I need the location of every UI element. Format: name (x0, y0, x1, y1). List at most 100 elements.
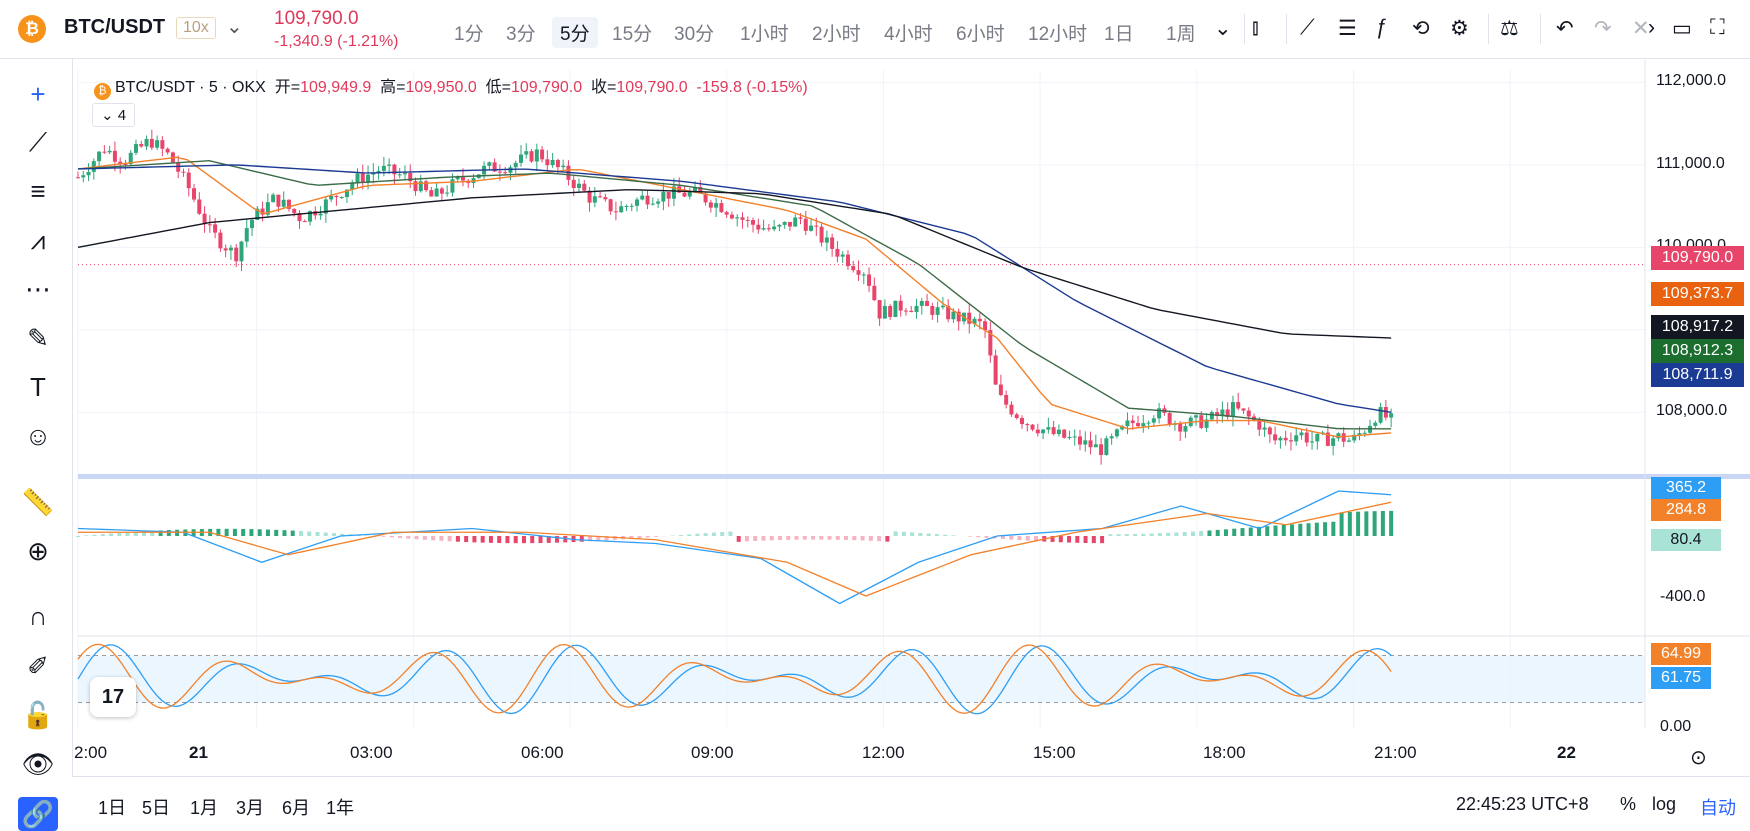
candle-body (930, 306, 934, 315)
candle-body (192, 188, 196, 199)
range-button[interactable]: 5日 (142, 794, 170, 820)
candle-body (635, 199, 639, 205)
macd-histogram-bar (291, 531, 295, 536)
candle-body (1373, 423, 1377, 426)
candle-body (440, 188, 444, 193)
candle-body (429, 190, 433, 196)
candle-body (181, 172, 185, 173)
candle-body (387, 165, 391, 166)
candle-body (893, 301, 897, 317)
macd-histogram-bar (497, 536, 501, 543)
macd-histogram-bar (1092, 536, 1096, 543)
macd-histogram-bar (852, 536, 856, 540)
candle-body (1294, 435, 1298, 441)
macd-histogram-bar (720, 532, 724, 536)
macd-histogram-bar (307, 531, 311, 536)
macd-histogram-bar (84, 535, 88, 536)
price-tick: 111,000.0 (1656, 155, 1725, 173)
candle-body (1278, 438, 1282, 441)
candle-body (1015, 414, 1019, 418)
macd-histogram-bar (101, 534, 105, 536)
candle-body (134, 144, 138, 153)
macd-histogram-bar (1026, 536, 1030, 541)
range-button[interactable]: 1年 (326, 794, 354, 820)
candle-body (1379, 407, 1383, 423)
macd-histogram-bar (431, 536, 435, 540)
candle-body (609, 199, 613, 211)
candle-body (303, 221, 307, 222)
candle-body (503, 172, 507, 173)
candle-body (598, 196, 602, 197)
range-button[interactable]: 1日 (98, 794, 126, 820)
macd-histogram-bar (382, 536, 386, 537)
macd-histogram-bar (811, 536, 815, 540)
range-button[interactable]: 6月 (282, 794, 310, 820)
macd-tag: 365.2 (1651, 477, 1721, 499)
settings-icon[interactable]: ⊙ (1690, 745, 1707, 770)
candle-body (767, 228, 771, 229)
candle-body (250, 220, 254, 228)
macd-histogram-bar (1150, 533, 1154, 536)
candle-body (1020, 418, 1024, 424)
macd-histogram-bar (406, 536, 410, 539)
macd-histogram-bar (299, 531, 303, 536)
candle-body (1078, 436, 1082, 444)
macd-histogram-bar (489, 536, 493, 543)
candlestick-series (76, 130, 1645, 465)
time-tick: 15:00 (1033, 743, 1076, 763)
candle-body (108, 151, 112, 153)
candle-body (682, 193, 686, 197)
candle-body (915, 306, 919, 312)
macd-histogram-bar (1084, 536, 1088, 543)
candle-body (888, 306, 892, 317)
candle-body (334, 196, 338, 197)
chart-legend: ₿BTC/USDT · 5 · OKX 开=109,949.9 高=109,95… (94, 73, 808, 100)
tradingview-logo[interactable]: 17 (90, 677, 136, 717)
candle-body (224, 248, 228, 250)
macd-histogram-bar (737, 536, 741, 542)
candle-body (498, 172, 502, 173)
candle-body (793, 217, 797, 226)
macd-histogram-bar (679, 535, 683, 536)
percent-toggle[interactable]: % (1620, 794, 1636, 815)
candle-body (651, 204, 655, 205)
candle-body (445, 193, 449, 194)
candle-body (978, 319, 982, 321)
range-button[interactable]: 3月 (236, 794, 264, 820)
macd-histogram-bar (464, 536, 468, 542)
macd-histogram-bar (778, 536, 782, 540)
candle-body (656, 202, 660, 204)
indicator-toggle[interactable]: ⌄ 4 (92, 103, 135, 127)
candle-body (830, 237, 834, 248)
macd-histogram-bar (538, 536, 542, 543)
candle-body (1273, 434, 1277, 440)
candle-body (229, 248, 233, 251)
macd-histogram-bar (976, 536, 980, 537)
candle-body (1284, 438, 1288, 440)
macd-histogram-bar (1381, 511, 1385, 536)
candle-body (1025, 424, 1029, 425)
candle-body (530, 151, 534, 161)
candle-body (1131, 421, 1135, 424)
candle-body (1305, 432, 1309, 442)
legend-change: -159.8 (-0.15%) (696, 79, 807, 96)
clock[interactable]: 22:45:23 UTC+8 (1456, 794, 1589, 815)
candle-body (951, 312, 955, 320)
auto-toggle[interactable]: 自动 (1700, 794, 1736, 820)
candle-body (878, 300, 882, 318)
macd-histogram-bar (935, 534, 939, 536)
candle-body (1094, 444, 1098, 447)
candle-body (904, 311, 908, 312)
candle-body (1052, 427, 1056, 434)
macd-tick: -400.0 (1660, 588, 1705, 606)
candle-body (187, 173, 191, 189)
macd-histogram-bar (1067, 536, 1071, 543)
candle-body (719, 203, 723, 212)
macd-histogram-bar (745, 536, 749, 541)
macd-histogram-bar (786, 536, 790, 540)
log-toggle[interactable]: log (1652, 794, 1676, 815)
candle-body (1031, 425, 1035, 430)
range-button[interactable]: 1月 (190, 794, 218, 820)
macd-histogram-bar (1265, 526, 1269, 536)
